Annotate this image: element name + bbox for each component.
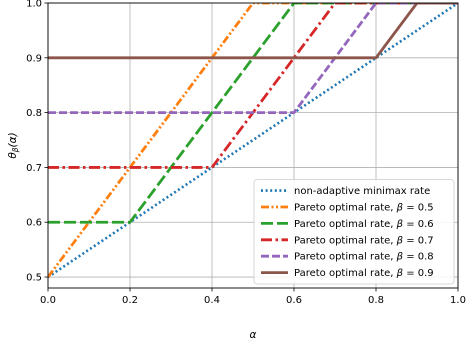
series-line-1 (48, 3, 458, 278)
x-tick-label: 0.4 (204, 295, 220, 306)
x-tick-label: 0.6 (286, 295, 302, 306)
x-tick-label: 0.2 (122, 295, 138, 306)
y-tick-label: 0.5 (26, 273, 42, 284)
legend-label-2: Pareto optimal rate, β = 0.6 (294, 219, 434, 230)
x-axis-label: α (250, 329, 257, 341)
series-line-2 (48, 3, 458, 224)
legend-label-3: Pareto optimal rate, β = 0.7 (294, 235, 434, 246)
y-tick-label: 0.7 (26, 163, 42, 174)
x-tick-label: 0.8 (368, 295, 384, 306)
plot-frame (47, 2, 459, 289)
series-line-0 (48, 3, 458, 279)
series-layer (48, 3, 458, 279)
x-tick-label: 0.0 (40, 295, 56, 306)
legend-label-1: Pareto optimal rate, β = 0.5 (294, 203, 434, 214)
series-line-3 (48, 3, 458, 169)
y-tick-label: 0.8 (26, 108, 42, 119)
legend: non-adaptive minimax rate Pareto optimal … (253, 179, 455, 285)
legend-label-0: non-adaptive minimax rate (294, 186, 430, 197)
y-tick-label: 1.0 (26, 0, 42, 10)
y-axis-label: θβ(α) (7, 132, 20, 158)
x-tick-label: 1.0 (450, 295, 466, 306)
legend-label-5: Pareto optimal rate, β = 0.9 (294, 268, 434, 279)
series-line-5 (48, 3, 458, 60)
y-tick-label: 0.6 (26, 218, 42, 229)
legend-box (253, 179, 455, 285)
tick-labels: 0.0 0.2 0.4 0.6 0.8 1.0 0.5 0.6 0.7 0.8 0.9 1.0 (26, 0, 466, 306)
legend-label-4: Pareto optimal rate, β = 0.8 (294, 252, 434, 263)
y-tick-label: 0.9 (26, 53, 42, 64)
